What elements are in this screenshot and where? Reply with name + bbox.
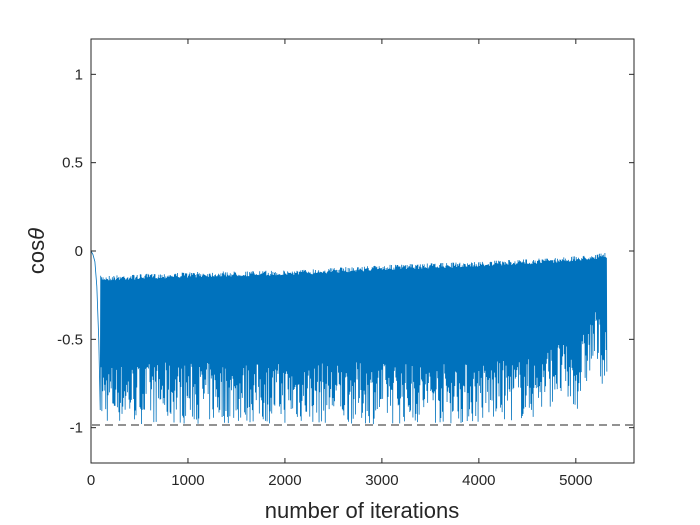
cos-theta-series-line — [90, 250, 608, 425]
x-tick-label: 5000 — [559, 472, 592, 489]
x-tick-label: 0 — [87, 472, 95, 489]
y-tick-label: -1 — [70, 420, 83, 437]
y-tick-label: -0.5 — [57, 331, 83, 348]
y-tick-label: 1 — [75, 66, 83, 83]
y-axis-title-base: cos — [24, 240, 49, 274]
y-axis-title: cosθ — [24, 228, 49, 274]
y-tick-label: 0 — [75, 243, 83, 260]
y-axis: -1 -0.5 0 0.5 1 — [57, 66, 634, 437]
x-axis: 0 1000 2000 3000 4000 5000 — [87, 39, 593, 489]
x-tick-label: 3000 — [365, 472, 398, 489]
y-axis-title-symbol: θ — [24, 228, 49, 240]
x-tick-label: 2000 — [268, 472, 301, 489]
y-tick-label: 0.5 — [62, 155, 83, 172]
x-axis-title: number of iterations — [265, 498, 459, 523]
x-tick-label: 4000 — [462, 472, 495, 489]
x-tick-label: 1000 — [171, 472, 204, 489]
